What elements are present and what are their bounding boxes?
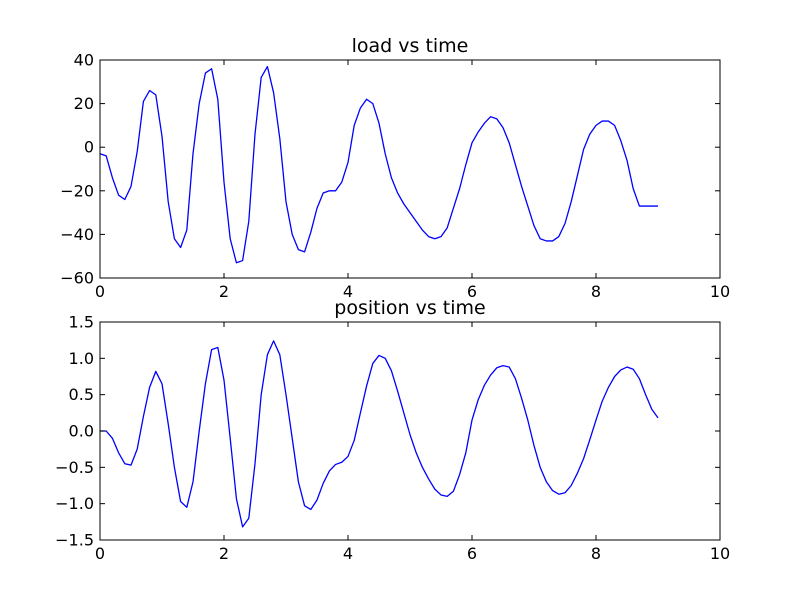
- x-tick-label: 8: [591, 544, 601, 563]
- x-tick-label: 6: [467, 544, 477, 563]
- x-tick-label: 10: [710, 282, 730, 301]
- y-tick-label: 1.0: [69, 349, 94, 368]
- series-line: [99, 65, 658, 264]
- x-tick-label: 4: [343, 282, 353, 301]
- x-tick-label: 0: [95, 544, 105, 563]
- y-tick-label: 0.5: [69, 385, 94, 404]
- x-tick-label: 2: [219, 544, 229, 563]
- chart-title: load vs time: [352, 35, 469, 57]
- y-tick-label: −40: [60, 225, 94, 244]
- y-tick-label: −20: [60, 181, 94, 200]
- y-tick-label: −1.0: [55, 494, 94, 513]
- x-tick-label: 4: [343, 544, 353, 563]
- subplot-1: 0 2 4 6 8 10 −60 −40 −20 0 20 40 load vs time: [60, 35, 730, 301]
- x-tick-label: 8: [591, 282, 601, 301]
- y-tick-label: −0.5: [55, 458, 94, 477]
- axes-frame: [99, 59, 721, 279]
- y-tick-label: 1.5: [69, 313, 94, 332]
- x-tick-label: 10: [710, 544, 730, 563]
- y-tick-label: 20: [74, 94, 94, 113]
- y-tick-label: −60: [60, 269, 94, 288]
- x-tick-label: 0: [95, 282, 105, 301]
- subplot-2: 0 2 4 6 8 10 −1.5 −1.0 −0.5 0.0 0.5 1.0 1.5 position …: [55, 297, 730, 563]
- y-tick-label: −1.5: [55, 531, 94, 550]
- x-tick-label: 6: [467, 282, 477, 301]
- y-tick-label: 40: [74, 51, 94, 70]
- chart-title: position vs time: [334, 297, 485, 319]
- y-tick-label: 0: [84, 138, 94, 157]
- y-tick-label: 0.0: [69, 422, 94, 441]
- series-line: [100, 340, 659, 528]
- x-tick-label: 2: [219, 282, 229, 301]
